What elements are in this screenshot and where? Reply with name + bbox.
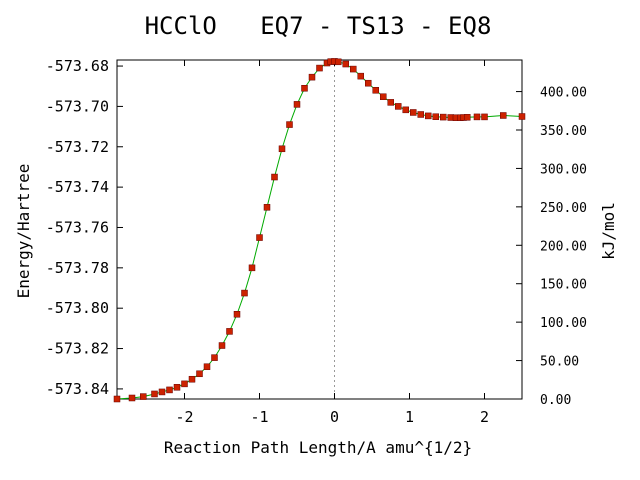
y-tick-label: -573.72 xyxy=(46,138,109,156)
data-point xyxy=(500,112,507,119)
data-point xyxy=(387,99,394,106)
series-line xyxy=(116,60,523,400)
y-tick-label: -573.84 xyxy=(46,380,109,398)
y2-tick-label: 400.00 xyxy=(540,86,587,101)
data-point xyxy=(196,370,203,378)
x-tick-label: 2 xyxy=(480,408,489,426)
data-point xyxy=(226,328,233,335)
y-tick-label: -573.82 xyxy=(46,340,109,358)
data-point xyxy=(263,204,271,211)
data-point xyxy=(241,289,248,297)
data-point xyxy=(335,58,342,66)
data-point xyxy=(128,394,136,402)
y-tick-label: -573.70 xyxy=(46,97,109,115)
x-tick-label: -2 xyxy=(175,408,193,426)
y2-tick-label: 50.00 xyxy=(540,355,579,370)
data-point xyxy=(481,113,488,121)
data-point xyxy=(271,173,278,181)
data-point xyxy=(308,73,316,81)
y2-tick-label: 0.00 xyxy=(540,393,571,408)
data-point xyxy=(395,103,402,110)
data-point xyxy=(372,87,379,94)
data-point xyxy=(286,121,293,128)
data-point xyxy=(417,111,424,118)
x-tick-label: 0 xyxy=(330,408,339,426)
data-point xyxy=(140,393,147,400)
data-point xyxy=(181,380,188,388)
plot-frame xyxy=(116,59,523,400)
y-axis-ticks: -573.84 -573.82 -573.80 -573.78 -573.76 -573.… xyxy=(46,57,123,398)
data-point xyxy=(464,114,471,121)
data-point xyxy=(293,101,301,108)
x-axis-ticks: -2 -1 0 1 2 xyxy=(175,60,489,426)
y2-tick-label: 200.00 xyxy=(540,239,587,254)
y-tick-label: -573.80 xyxy=(46,299,109,317)
y-tick-label: -573.68 xyxy=(46,57,109,75)
data-point xyxy=(278,145,286,153)
data-point xyxy=(158,388,166,396)
data-point xyxy=(203,363,211,370)
data-point xyxy=(473,113,481,121)
data-point xyxy=(173,384,181,391)
data-point xyxy=(342,60,349,68)
y-axis-label: Energy/Hartree xyxy=(14,164,33,299)
y2-tick-label: 100.00 xyxy=(540,316,587,331)
y-tick-label: -573.76 xyxy=(46,218,109,236)
data-point xyxy=(357,72,364,80)
data-point xyxy=(113,395,121,403)
data-point xyxy=(316,64,323,72)
data-point xyxy=(166,386,173,394)
x-tick-label: -1 xyxy=(250,408,268,426)
y2-axis-ticks: 0.00 50.00 100.00 150.00 200.00 250.00 300.00 3… xyxy=(516,86,587,408)
data-point xyxy=(350,65,357,73)
x-tick-label: 1 xyxy=(405,408,414,426)
data-point xyxy=(518,113,526,120)
data-point xyxy=(365,79,372,87)
y-tick-label: -573.78 xyxy=(46,259,109,277)
data-point xyxy=(425,112,432,120)
data-point xyxy=(151,390,158,398)
y2-tick-label: 250.00 xyxy=(540,201,587,216)
data-point xyxy=(402,106,409,114)
data-point xyxy=(410,109,417,116)
data-point xyxy=(380,93,387,100)
data-point xyxy=(248,264,256,272)
data-point xyxy=(256,234,263,241)
plot-area-frame xyxy=(116,59,523,400)
y-tick-label: -573.74 xyxy=(46,178,109,196)
y2-tick-label: 300.00 xyxy=(540,162,587,177)
data-point xyxy=(440,113,447,121)
data-point xyxy=(211,354,218,361)
chart-title: HCClO EQ7 - TS13 - EQ8 xyxy=(145,12,492,40)
x-axis-label: Reaction Path Length/A amu^{1/2} xyxy=(164,438,472,457)
data-point xyxy=(301,85,308,92)
data-point xyxy=(188,375,196,383)
data-point xyxy=(432,113,439,120)
y2-tick-label: 350.00 xyxy=(540,124,587,139)
data-point xyxy=(218,342,226,349)
y2-axis-label: kJ/mol xyxy=(599,202,618,260)
data-point xyxy=(233,311,241,318)
y2-tick-label: 150.00 xyxy=(540,278,587,293)
series-layer xyxy=(113,58,526,403)
